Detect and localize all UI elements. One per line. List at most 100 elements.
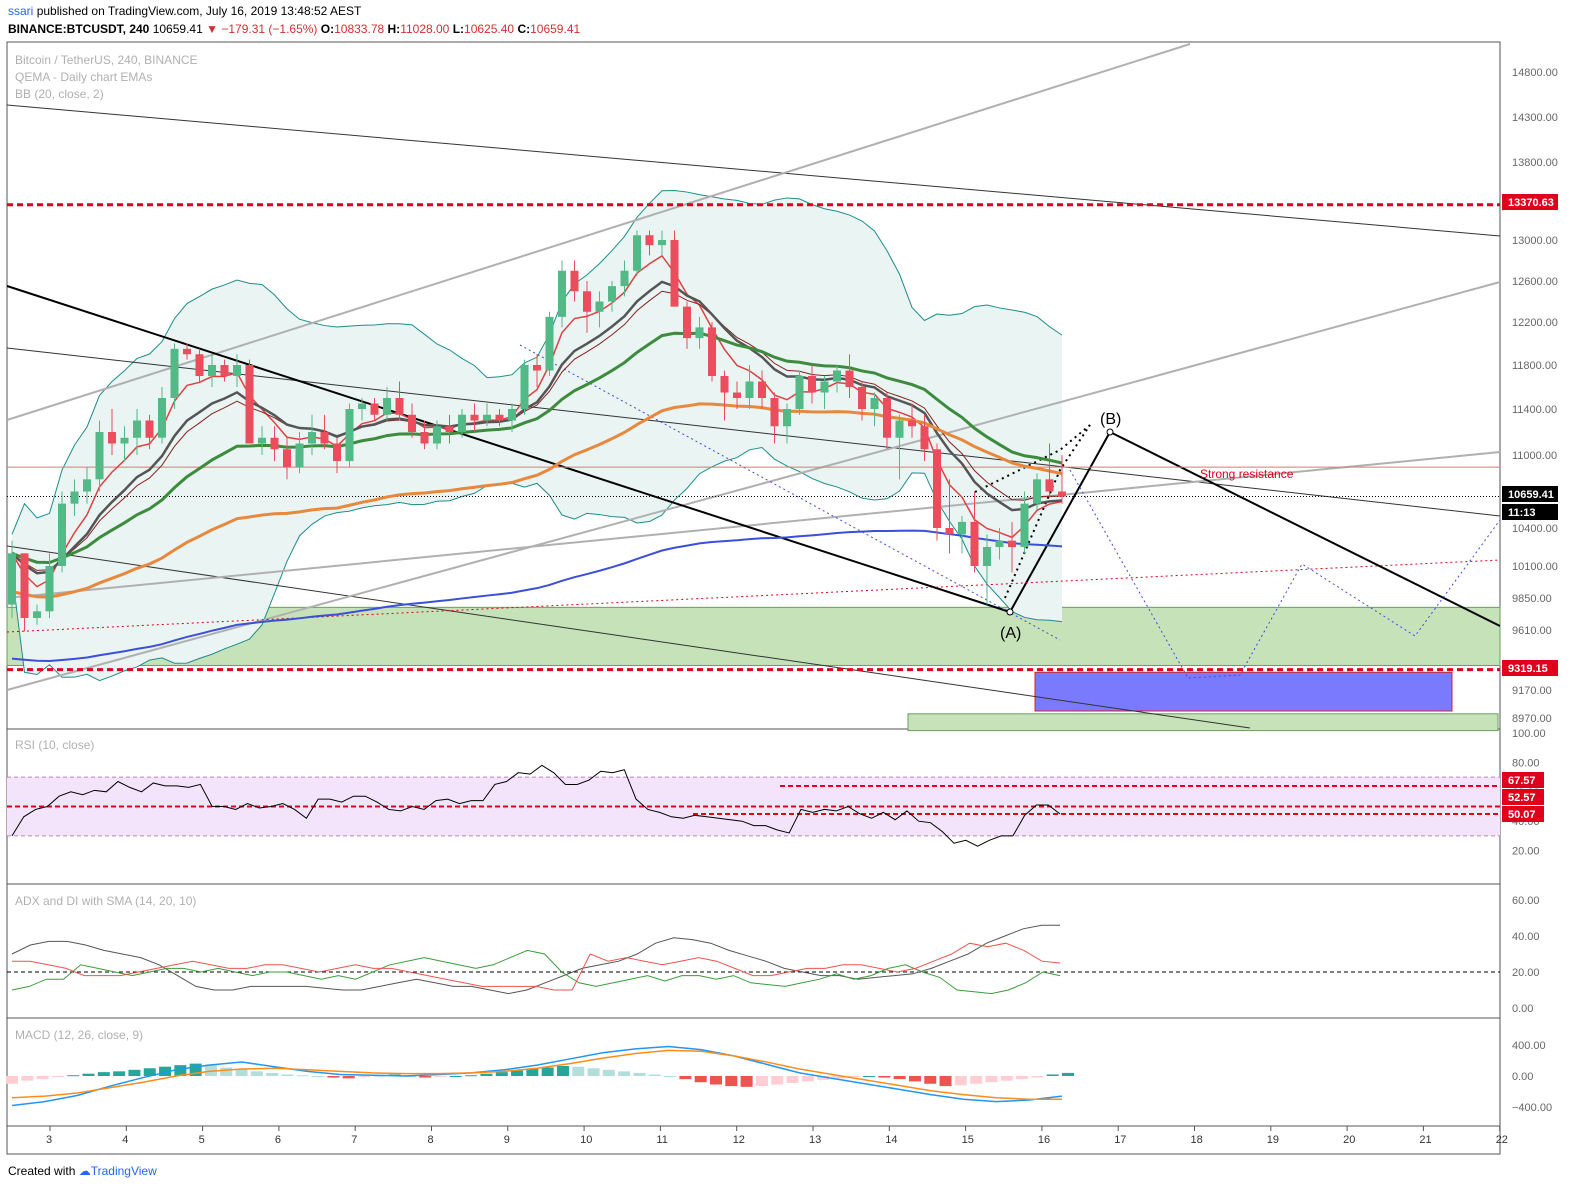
candle-body[interactable] [720, 376, 729, 393]
candle-body[interactable] [345, 409, 354, 462]
candle-body[interactable] [1058, 491, 1066, 497]
time-tick-label[interactable]: 10 [580, 1134, 592, 1146]
candle-body[interactable] [83, 479, 91, 492]
candle-body[interactable] [20, 553, 29, 618]
time-tick-label[interactable]: 6 [275, 1134, 281, 1146]
wave-b-c[interactable] [1109, 431, 1501, 627]
candle-body[interactable] [608, 286, 616, 302]
point-a-marker[interactable] [1006, 608, 1014, 616]
channel-upper[interactable] [6, 43, 1191, 421]
candle-body[interactable] [833, 370, 841, 382]
candle-body[interactable] [570, 270, 579, 292]
candle-body[interactable] [308, 432, 316, 444]
candle-body[interactable] [258, 437, 266, 444]
candle-body[interactable] [283, 449, 291, 468]
chart-canvas[interactable]: 14800.00 14300.00 13800.00 13 400.00 13000.00… [0, 0, 1577, 1160]
time-tick-label[interactable]: 8 [428, 1134, 434, 1146]
candle-body[interactable] [295, 443, 304, 468]
time-tick-label[interactable]: 17 [1114, 1134, 1126, 1146]
candle-body[interactable] [445, 426, 454, 432]
trendline-low-down[interactable] [6, 545, 1251, 729]
candle-body[interactable] [1045, 479, 1054, 492]
candle-body[interactable] [358, 403, 366, 410]
channel-mid[interactable] [6, 451, 1501, 599]
candle-body[interactable] [908, 420, 916, 427]
candle-body[interactable] [508, 409, 516, 421]
trendline-mid-down[interactable] [6, 347, 1501, 517]
candle-body[interactable] [983, 547, 991, 566]
candle-body[interactable] [933, 449, 941, 528]
time-tick-label[interactable]: 11 [656, 1134, 667, 1146]
candle-body[interactable] [895, 420, 904, 438]
time-tick-label[interactable]: 21 [1419, 1134, 1431, 1146]
candle-body[interactable] [808, 376, 816, 393]
time-tick-label[interactable]: 16 [1038, 1134, 1050, 1146]
time-tick-label[interactable]: 14 [885, 1134, 897, 1146]
candle-body[interactable] [695, 327, 704, 339]
candle-body[interactable] [820, 381, 829, 393]
candle-body[interactable] [1020, 503, 1029, 547]
candle-body[interactable] [433, 426, 441, 444]
candle-body[interactable] [883, 398, 891, 438]
price-pane[interactable] [6, 43, 1501, 732]
candle-body[interactable] [1033, 479, 1041, 504]
candle-body[interactable] [233, 365, 241, 376]
candle-body[interactable] [408, 414, 416, 432]
candle-body[interactable] [670, 240, 679, 307]
candle-body[interactable] [45, 566, 54, 612]
candle-body[interactable] [158, 398, 166, 438]
adx-pane[interactable] [7, 924, 1500, 995]
candle-body[interactable] [183, 348, 191, 355]
time-tick-label[interactable]: 15 [962, 1134, 974, 1146]
time-tick-label[interactable]: 12 [733, 1134, 745, 1146]
time-tick-label[interactable]: 3 [46, 1134, 52, 1146]
candle-body[interactable] [545, 316, 554, 371]
candle-body[interactable] [420, 432, 429, 444]
candle-body[interactable] [970, 521, 979, 566]
candle-body[interactable] [58, 503, 66, 566]
candle-body[interactable] [333, 443, 341, 462]
candle-body[interactable] [870, 398, 879, 409]
candle-body[interactable] [170, 348, 179, 398]
candle-body[interactable] [658, 240, 666, 246]
candle-body[interactable] [733, 392, 741, 399]
time-tick-label[interactable]: 22 [1496, 1134, 1508, 1146]
candle-body[interactable] [395, 398, 404, 415]
candle-body[interactable] [320, 432, 329, 444]
candle-body[interactable] [370, 403, 379, 415]
candle-body[interactable] [945, 528, 954, 535]
candle-body[interactable] [195, 354, 204, 376]
author-link[interactable]: ssari [8, 4, 34, 18]
candle-body[interactable] [783, 409, 791, 427]
candle-body[interactable] [108, 432, 116, 444]
candle-body[interactable] [533, 365, 541, 371]
candle-body[interactable] [770, 398, 779, 427]
candle-body[interactable] [633, 235, 641, 271]
candle-body[interactable] [708, 327, 716, 376]
candle-body[interactable] [1008, 540, 1016, 547]
candle-body[interactable] [483, 414, 491, 421]
candle-body[interactable] [383, 398, 391, 415]
candle-body[interactable] [845, 370, 854, 388]
tradingview-logo-icon[interactable]: ☁ [78, 1164, 91, 1178]
candle-body[interactable] [8, 553, 16, 605]
candle-body[interactable] [645, 235, 654, 246]
time-tick-label[interactable]: 9 [504, 1134, 510, 1146]
trendline-long-down[interactable] [6, 104, 1501, 237]
time-tick-label[interactable]: 5 [199, 1134, 205, 1146]
candle-body[interactable] [133, 420, 141, 438]
candle-body[interactable] [958, 521, 966, 535]
candle-body[interactable] [120, 437, 129, 444]
time-tick-label[interactable]: 18 [1191, 1134, 1203, 1146]
candle-body[interactable] [620, 270, 629, 287]
candle-body[interactable] [745, 381, 754, 399]
rsi-pane[interactable] [7, 764, 1500, 847]
bold-down-trend[interactable] [6, 285, 1011, 613]
candle-body[interactable] [458, 414, 466, 432]
candle-body[interactable] [470, 414, 479, 421]
candle-body[interactable] [245, 365, 254, 444]
candle-body[interactable] [920, 426, 929, 450]
candle-body[interactable] [595, 301, 604, 312]
time-tick-label[interactable]: 20 [1343, 1134, 1355, 1146]
candle-body[interactable] [795, 376, 804, 409]
